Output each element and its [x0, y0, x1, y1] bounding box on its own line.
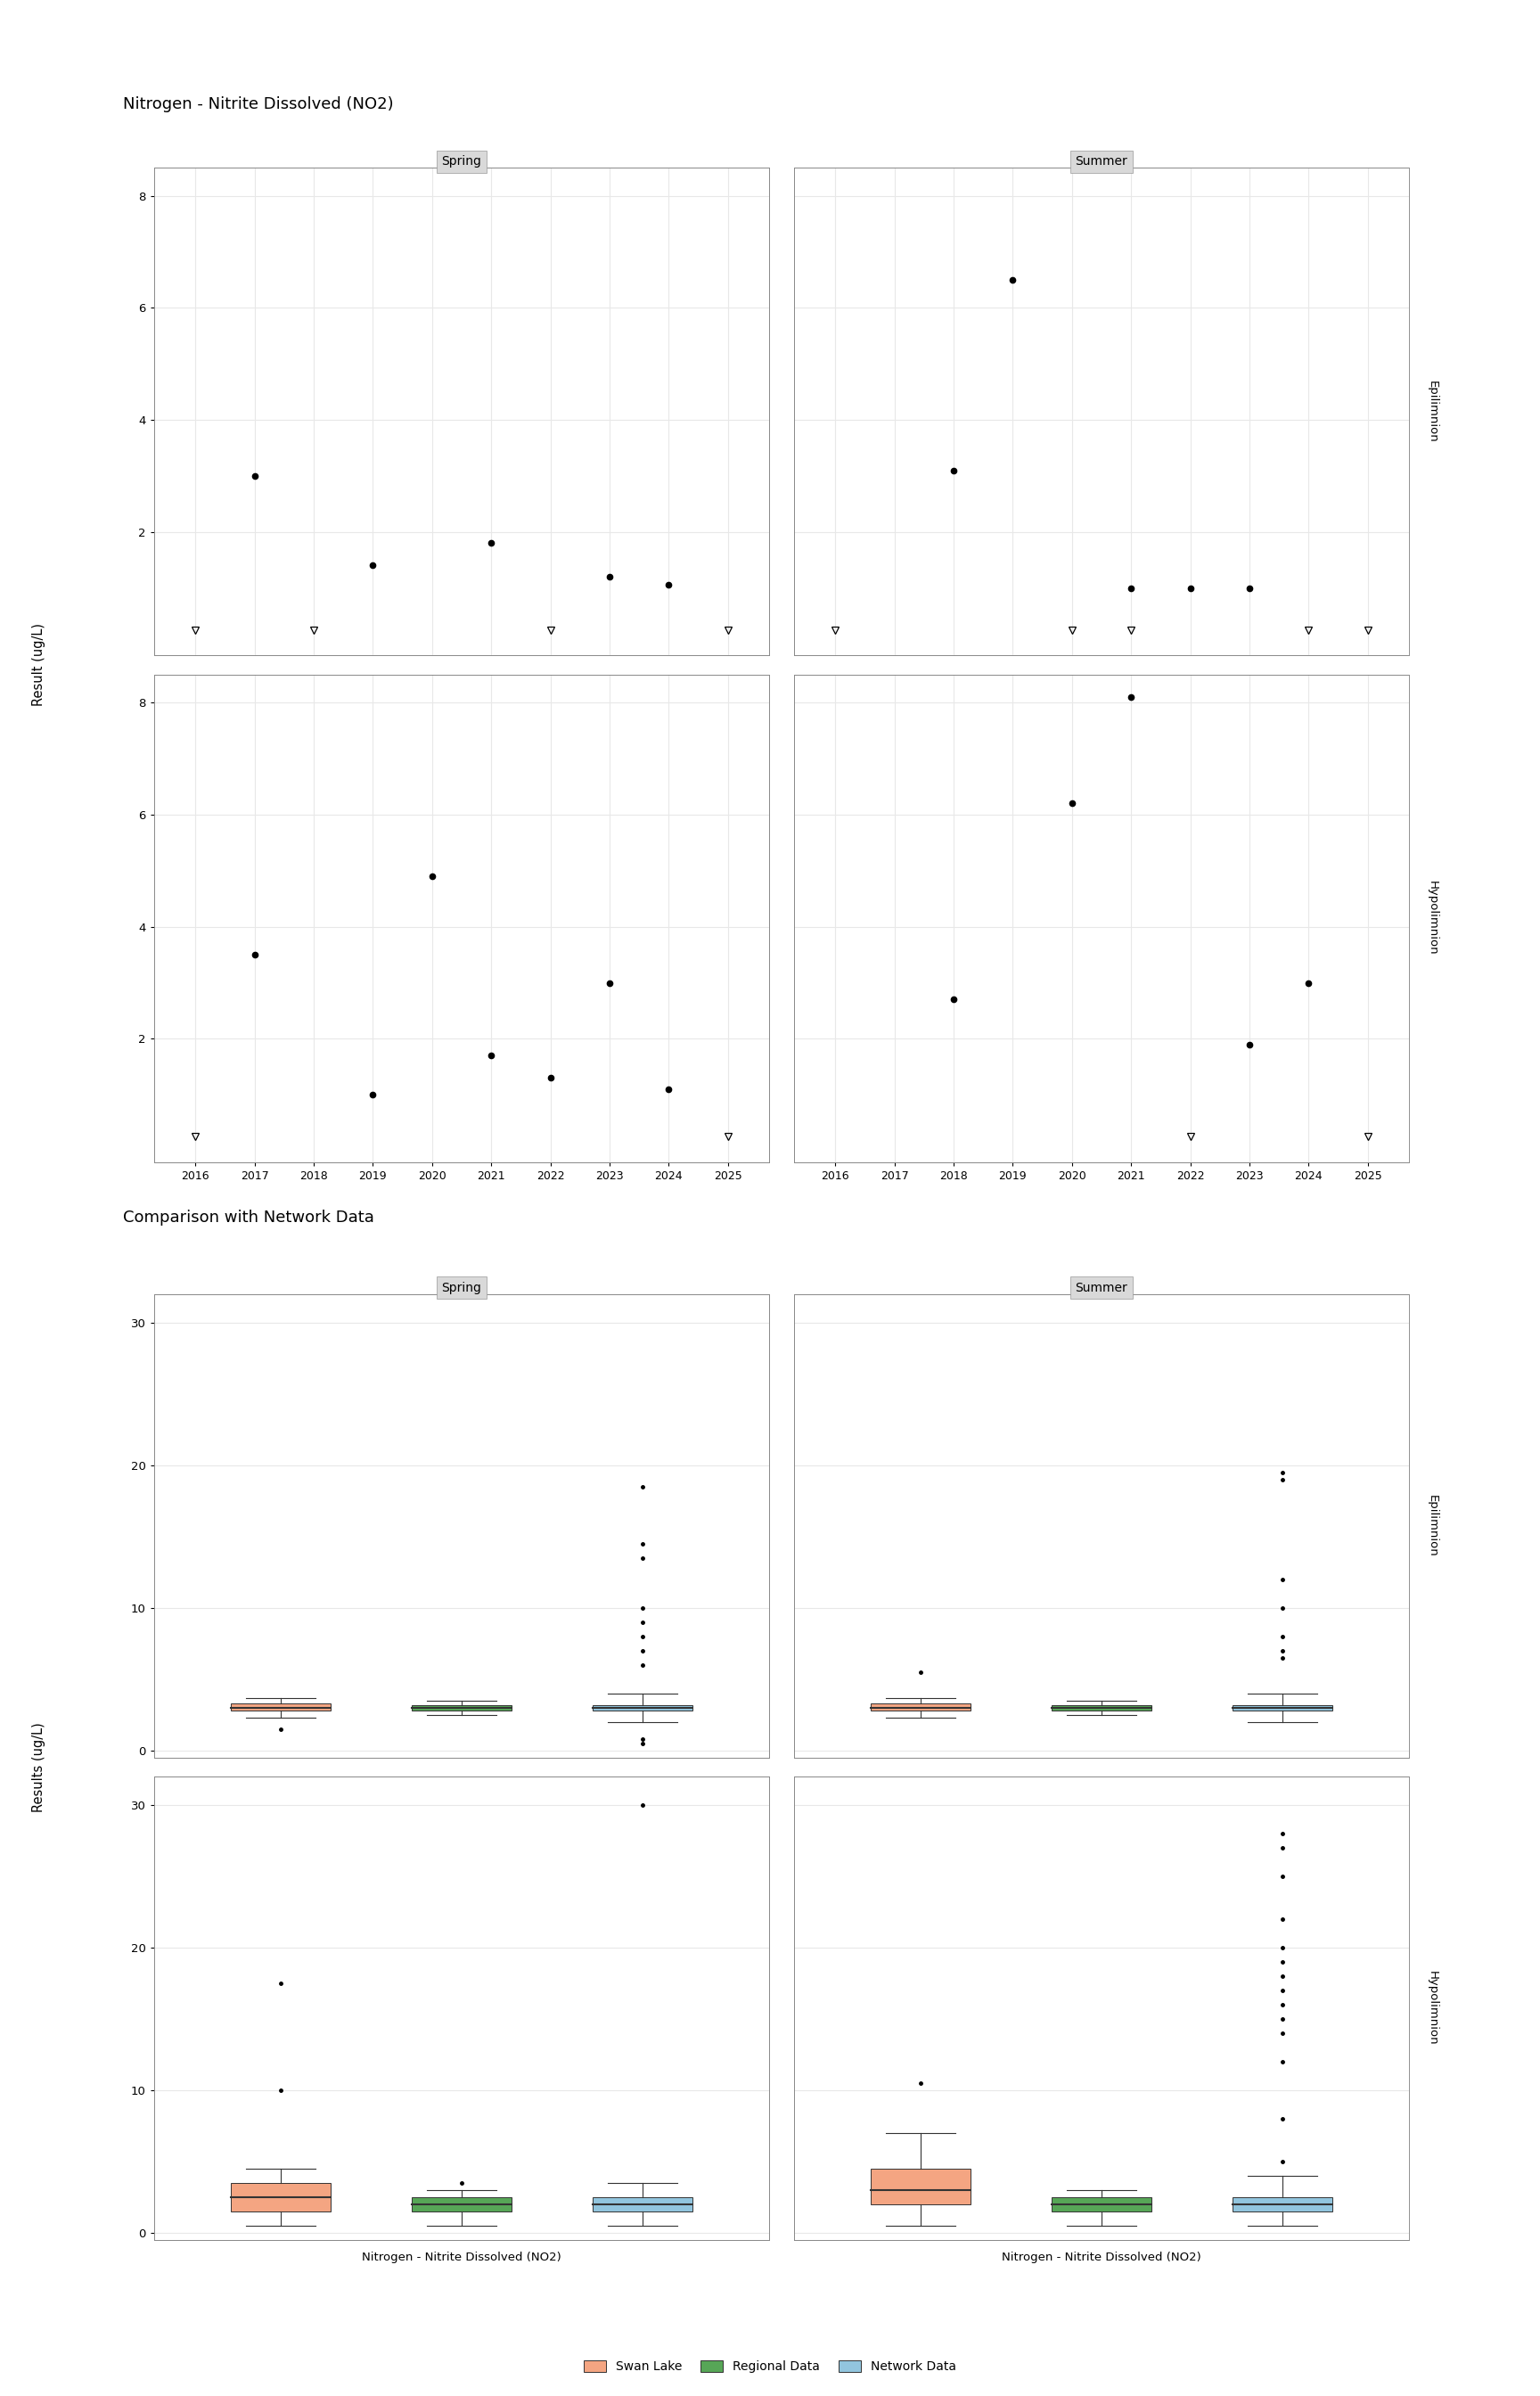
Y-axis label: Epilimnion: Epilimnion [1426, 1495, 1438, 1557]
X-axis label: Nitrogen - Nitrite Dissolved (NO2): Nitrogen - Nitrite Dissolved (NO2) [1003, 2252, 1201, 2264]
Y-axis label: Epilimnion: Epilimnion [1426, 381, 1438, 443]
X-axis label: Nitrogen - Nitrite Dissolved (NO2): Nitrogen - Nitrite Dissolved (NO2) [362, 2252, 561, 2264]
Bar [231, 2183, 331, 2212]
Text: Result (ug/L): Result (ug/L) [32, 623, 45, 707]
Title: Summer: Summer [1075, 156, 1127, 168]
Title: Spring: Spring [442, 1282, 482, 1294]
Bar [870, 1704, 970, 1711]
Bar [411, 1706, 511, 1711]
Bar [1232, 1706, 1332, 1711]
Y-axis label: Hypolimnion: Hypolimnion [1426, 1972, 1438, 2046]
Bar [593, 1706, 693, 1711]
Bar [231, 1704, 331, 1711]
Bar [870, 2168, 970, 2204]
Bar [1052, 2197, 1152, 2212]
Title: Summer: Summer [1075, 1282, 1127, 1294]
Bar [411, 2197, 511, 2212]
Y-axis label: Hypolimnion: Hypolimnion [1426, 882, 1438, 956]
Text: Comparison with Network Data: Comparison with Network Data [123, 1210, 374, 1227]
Bar [593, 2197, 693, 2212]
Text: Results (ug/L): Results (ug/L) [32, 1723, 45, 1811]
Legend: Swan Lake, Regional Data, Network Data: Swan Lake, Regional Data, Network Data [579, 2355, 961, 2377]
Title: Spring: Spring [442, 156, 482, 168]
Bar [1232, 2197, 1332, 2212]
Bar [1052, 1706, 1152, 1711]
Text: Nitrogen - Nitrite Dissolved (NO2): Nitrogen - Nitrite Dissolved (NO2) [123, 96, 394, 113]
